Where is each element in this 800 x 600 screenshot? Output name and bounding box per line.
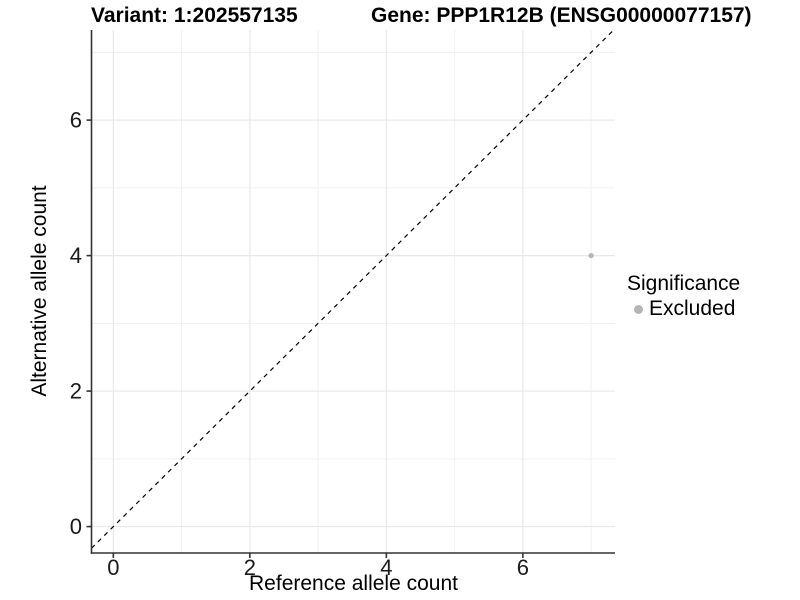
legend-item-label: Excluded [649, 297, 736, 320]
x-axis-label: Reference allele count [249, 572, 458, 595]
y-tick-label: 4 [70, 243, 82, 268]
identity-dashed-line [91, 29, 615, 549]
x-tick-label: 4 [380, 555, 392, 580]
x-tick-label: 0 [107, 555, 119, 580]
y-tick-label: 6 [70, 108, 82, 133]
y-axis-label: Alternative allele count [28, 185, 51, 397]
x-tick-label: 2 [244, 555, 256, 580]
variant-title: Variant: 1:202557135 [91, 4, 298, 27]
data-point [588, 252, 594, 259]
x-tick-label: 6 [517, 555, 529, 580]
y-tick-label: 0 [70, 514, 82, 539]
legend-title: Significance [627, 272, 741, 295]
legend: Significance Excluded [627, 272, 740, 321]
gene-title: Gene: PPP1R12B (ENSG00000077157) [371, 4, 752, 27]
legend-item: Excluded [627, 297, 740, 321]
legend-point-icon [634, 304, 643, 314]
y-tick-label: 2 [70, 379, 82, 404]
